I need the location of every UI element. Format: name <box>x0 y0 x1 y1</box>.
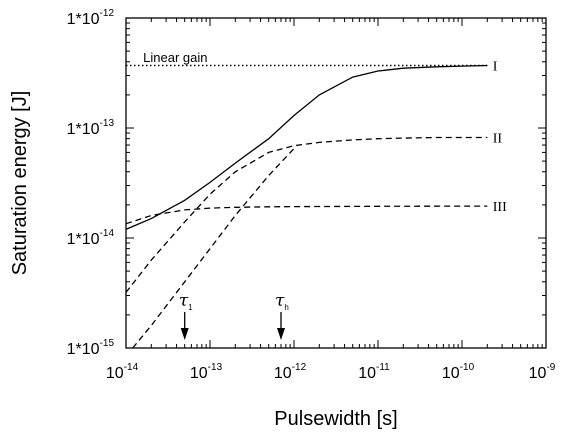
y-axis-title: Saturation energy [J] <box>9 91 31 276</box>
x-tick-label: 10-14 <box>106 362 139 382</box>
tau-label: τh <box>275 291 289 312</box>
x-tick-label: 10-10 <box>442 362 475 382</box>
x-axis-title: Pulsewidth [s] <box>274 408 397 430</box>
x-tick-label: 10-9 <box>529 362 556 382</box>
x-tick-label: 10-12 <box>274 362 307 382</box>
curve-label: I <box>493 59 498 74</box>
tau-arrow-head <box>181 328 189 340</box>
x-tick-label: 10-13 <box>190 362 223 382</box>
tau-arrow-head <box>277 328 285 340</box>
plot-frame <box>126 18 546 348</box>
y-tick-label: 1*10-13 <box>67 118 115 138</box>
linear-gain-label: Linear gain <box>143 50 207 65</box>
x-tick-label: 10-11 <box>358 362 390 382</box>
tau-label: τ1 <box>179 291 193 312</box>
y-tick-label: 1*10-12 <box>67 8 115 28</box>
series-line-i <box>126 66 487 230</box>
y-tick-label: 1*10-14 <box>67 228 115 248</box>
curve-label: III <box>493 200 507 215</box>
curve-label: II <box>493 131 503 146</box>
y-tick-label: 1*10-15 <box>67 338 115 358</box>
series-line-iii <box>126 206 487 224</box>
series-line-unlabeled-3 <box>133 149 294 348</box>
series-line-ii <box>126 138 487 293</box>
